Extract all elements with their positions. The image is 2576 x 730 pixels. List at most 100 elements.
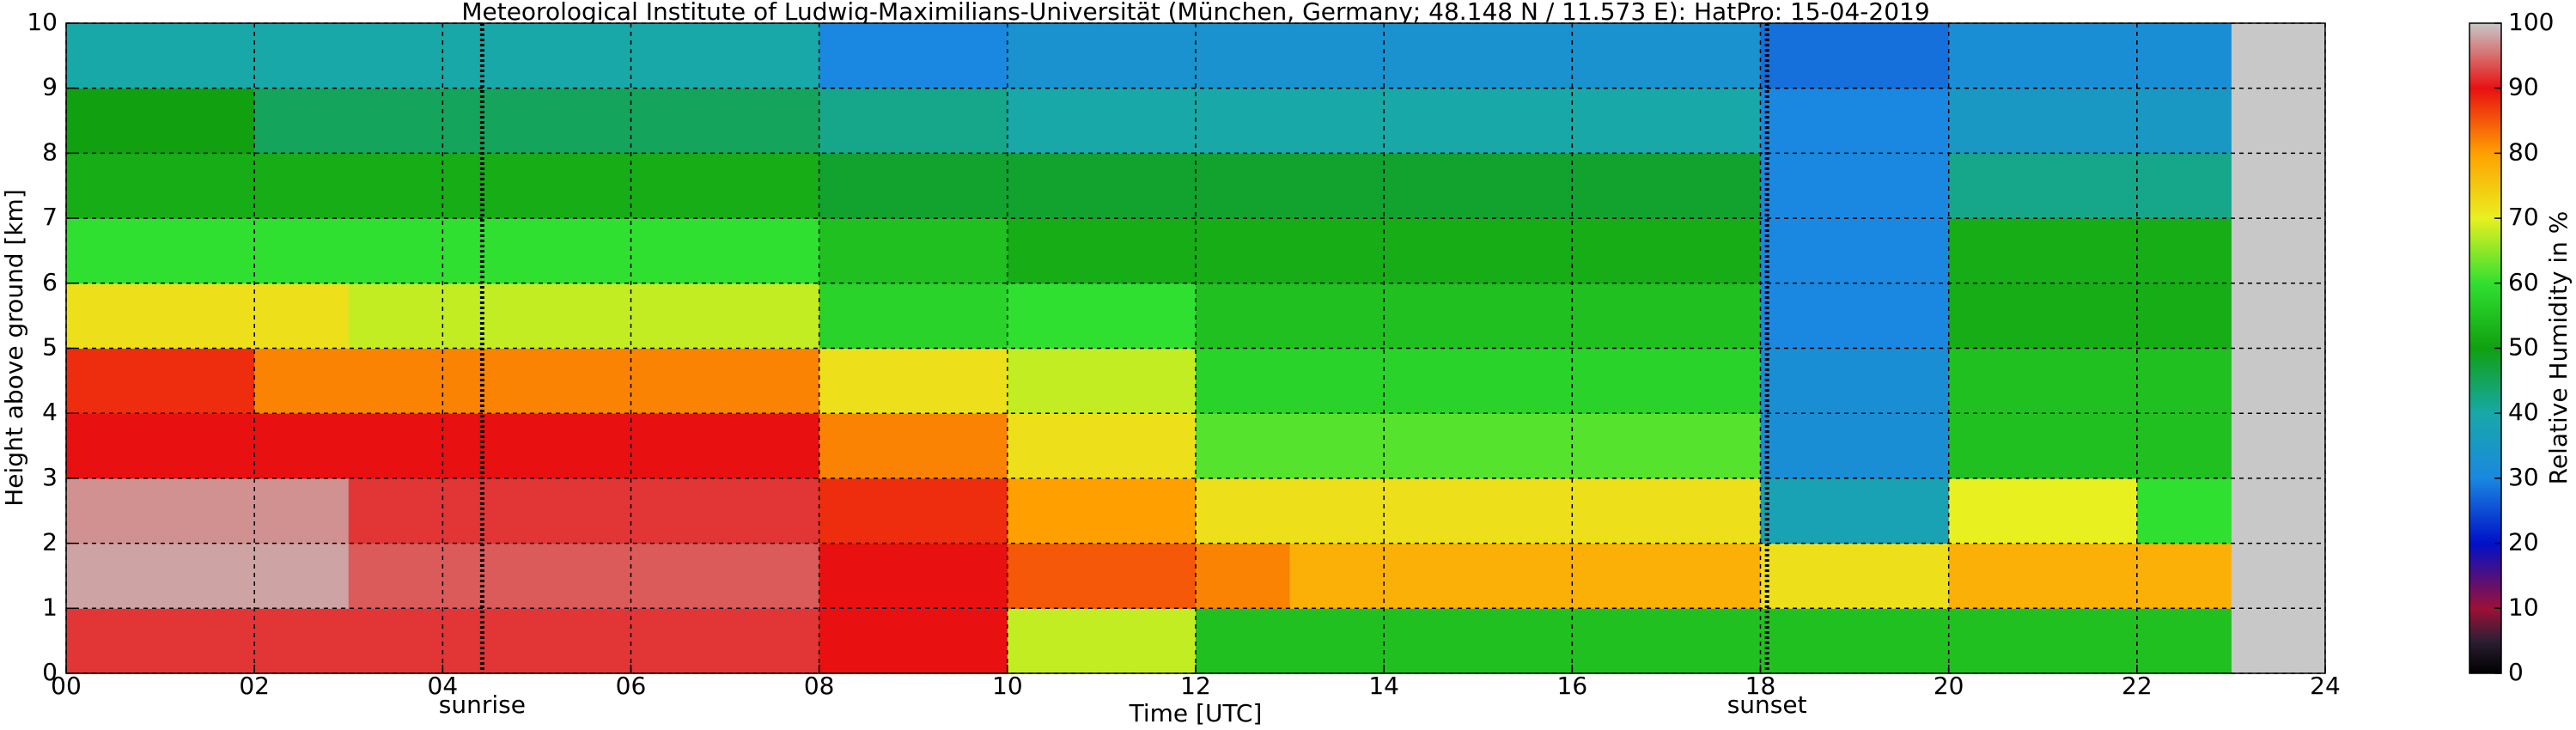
heatmap-cell	[1101, 478, 1197, 544]
heatmap-cell	[1760, 153, 1855, 219]
heatmap-cell	[1854, 153, 1950, 219]
heatmap-cell	[1384, 283, 1479, 349]
heatmap-cell	[630, 88, 726, 154]
heatmap-cell	[1854, 283, 1950, 349]
heatmap-cell	[1196, 88, 1291, 154]
heatmap-cell	[1760, 413, 1855, 479]
heatmap-cell	[1854, 218, 1950, 284]
heatmap-cell	[1666, 153, 1761, 219]
heatmap-cell	[160, 153, 255, 219]
heatmap-cell	[630, 478, 726, 544]
heatmap-cell	[1007, 608, 1102, 674]
chart-title: Meteorological Institute of Ludwig-Maxim…	[461, 0, 1929, 26]
x-tick-label: 20	[1934, 672, 1964, 700]
heatmap-cell	[1572, 348, 1667, 414]
colorbar-tick-label: 20	[2508, 528, 2539, 557]
heatmap-cell	[66, 478, 161, 544]
heatmap-cell	[819, 23, 914, 89]
colorbar-segment	[2469, 641, 2501, 674]
heatmap-cell	[1666, 348, 1761, 414]
heatmap-cell	[1477, 478, 1573, 544]
heatmap-cell	[160, 348, 255, 414]
heatmap-cell	[913, 413, 1008, 479]
heatmap-cell	[1007, 348, 1102, 414]
heatmap-cell	[348, 218, 443, 284]
y-tick-label: 0	[42, 658, 58, 686]
y-tick-label: 3	[42, 463, 58, 491]
heatmap-cell	[1760, 478, 1855, 544]
heatmap-cell	[1007, 23, 1102, 89]
heatmap-cell	[1196, 23, 1291, 89]
heatmap-cell	[913, 543, 1008, 609]
y-tick-label: 1	[42, 593, 58, 621]
heatmap-cell	[630, 23, 726, 89]
heatmap-cell	[1760, 608, 1855, 674]
colorbar-tick-label: 50	[2508, 333, 2539, 362]
heatmap-cell	[2043, 218, 2138, 284]
heatmap-cell	[1666, 413, 1761, 479]
heatmap-cell	[1289, 478, 1385, 544]
heatmap-cell	[66, 283, 161, 349]
heatmap-cell	[536, 608, 631, 674]
heatmap-cell	[2043, 23, 2138, 89]
heatmap-cell	[442, 88, 538, 154]
heatmap-cell	[1196, 348, 1291, 414]
heatmap-cell	[725, 413, 820, 479]
heatmap-cell	[1196, 413, 1291, 479]
heatmap-cell	[254, 88, 350, 154]
heatmap-cell	[913, 478, 1008, 544]
heatmap-cell	[1007, 153, 1102, 219]
heatmap-cell	[1948, 218, 2043, 284]
heatmap-cell	[1101, 218, 1197, 284]
y-tick-label: 10	[27, 8, 58, 36]
heatmap-cell	[1572, 478, 1667, 544]
heatmap-cell	[442, 348, 538, 414]
heatmap-cell	[254, 218, 350, 284]
heatmap-cell	[1384, 543, 1479, 609]
heatmap-cell	[2043, 283, 2138, 349]
heatmap-cell	[2136, 283, 2232, 349]
x-tick-label: 14	[1368, 672, 1399, 700]
heatmap-cell	[819, 413, 914, 479]
heatmap-cell	[1572, 413, 1667, 479]
colorbar-tick-label: 0	[2508, 658, 2524, 686]
heatmap-cell	[348, 283, 443, 349]
heatmap-cell	[913, 23, 1008, 89]
colorbar-segment	[2469, 218, 2501, 284]
colorbar-tick-label: 80	[2508, 137, 2539, 166]
heatmap-cell	[442, 608, 538, 674]
x-tick-label: 16	[1557, 672, 1588, 700]
heatmap-cell	[1948, 23, 2043, 89]
heatmap-cell	[2043, 543, 2138, 609]
annotation-label: sunset	[1727, 690, 1807, 719]
annotation-label: sunrise	[439, 690, 526, 719]
heatmap-cell	[442, 413, 538, 479]
heatmap-cell	[2136, 478, 2232, 544]
colorbar-segment	[2469, 88, 2501, 154]
heatmap-cell	[1666, 543, 1761, 609]
heatmap-cell	[1760, 543, 1855, 609]
heatmap-cell	[1854, 413, 1950, 479]
heatmap-cell	[1760, 348, 1855, 414]
heatmap-cell	[1477, 23, 1573, 89]
heatmap-cell	[1101, 153, 1197, 219]
heatmap-cell	[725, 218, 820, 284]
heatmap-cell	[1007, 413, 1102, 479]
heatmap-cell	[1666, 478, 1761, 544]
heatmap-cell	[1572, 283, 1667, 349]
heatmap-cell	[1289, 413, 1385, 479]
heatmap-cell	[1289, 348, 1385, 414]
heatmap-cell	[536, 348, 631, 414]
heatmap-cell	[1854, 348, 1950, 414]
heatmap-cell	[1666, 23, 1761, 89]
heatmap-cell	[348, 543, 443, 609]
heatmap-cell	[2136, 23, 2232, 89]
heatmap-cell	[348, 23, 443, 89]
heatmap-cell	[1289, 153, 1385, 219]
heatmap-cell	[536, 218, 631, 284]
heatmap-cell	[1854, 23, 1950, 89]
heatmap-cell	[1101, 543, 1197, 609]
heatmap-cell	[2043, 478, 2138, 544]
colorbar-tick-label: 40	[2508, 398, 2539, 426]
